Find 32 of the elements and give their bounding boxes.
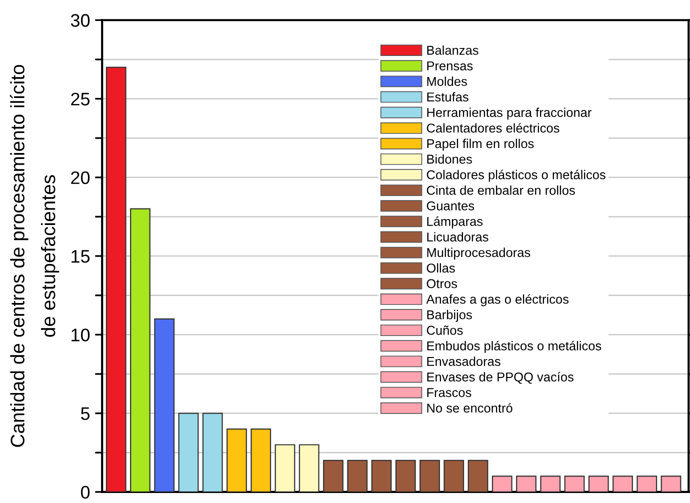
legend-label: Guantes bbox=[426, 201, 474, 210]
y-tick-label: 15 bbox=[72, 250, 90, 263]
y-tick-label: 0 bbox=[80, 486, 90, 499]
y-tick-label: 20 bbox=[71, 171, 90, 184]
legend-label: Ollas bbox=[426, 263, 455, 273]
legend-label: Papel film en rollos bbox=[427, 138, 534, 151]
legend-label: Calentadores eléctricos bbox=[426, 123, 560, 133]
legend-label: Balanzas bbox=[427, 45, 478, 55]
legend-label: Estufas bbox=[427, 92, 468, 102]
legend-label: Herramientas para fraccionar bbox=[427, 108, 592, 120]
legend-label: Envasadoras bbox=[427, 356, 500, 366]
y-tick-label: 10 bbox=[72, 328, 90, 342]
legend-label: Bidones bbox=[427, 154, 472, 164]
legend-label: Anafes a gas o eléctricos bbox=[426, 294, 569, 306]
legend-label: Coladores plásticos o metálicos bbox=[426, 170, 606, 182]
y-tick-label: 25 bbox=[71, 92, 90, 106]
legend-label: Lámparas bbox=[427, 216, 483, 228]
legend-label: Cinta de embalar en rollos bbox=[426, 185, 575, 195]
legend-label: Licuadoras bbox=[427, 232, 488, 242]
y-axis-title: Cantidad de centros de procesamiento ilícito de estupefacientes bbox=[10, 64, 60, 447]
legend-label: Envases de PPQQ vacíos bbox=[427, 372, 574, 384]
legend-label: Moldes bbox=[427, 76, 467, 86]
legend-label: Multiprocesadoras bbox=[427, 248, 530, 260]
legend-label: Frascos bbox=[427, 388, 472, 398]
legend-label: Prensas bbox=[427, 61, 473, 70]
legend-label: Otros bbox=[426, 279, 457, 288]
legend-label: Barbijos bbox=[427, 310, 472, 322]
legend-label: Cuños bbox=[426, 326, 463, 335]
legend-label: Embudos plásticos o metálicos bbox=[427, 340, 602, 353]
legend-label: No se encontró bbox=[427, 403, 512, 413]
y-tick-label: 30 bbox=[70, 14, 90, 27]
y-tick-label: 5 bbox=[80, 407, 90, 420]
